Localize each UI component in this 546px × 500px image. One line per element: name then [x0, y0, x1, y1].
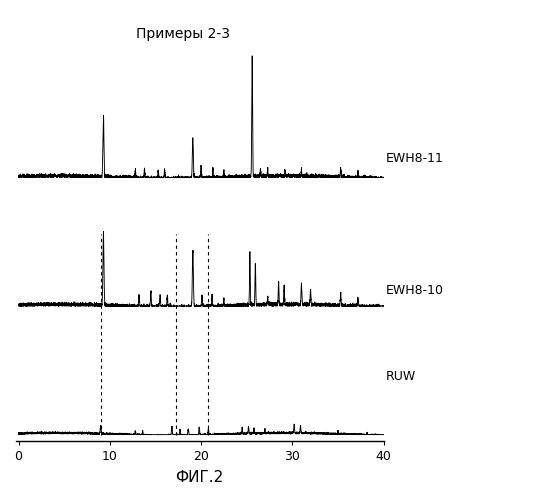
- Text: EWH8-11: EWH8-11: [385, 152, 443, 165]
- Text: Примеры 2-3: Примеры 2-3: [136, 26, 230, 40]
- Text: RUW: RUW: [385, 370, 416, 384]
- X-axis label: ФИГ.2: ФИГ.2: [176, 470, 224, 485]
- Text: EWH8-10: EWH8-10: [385, 284, 443, 296]
